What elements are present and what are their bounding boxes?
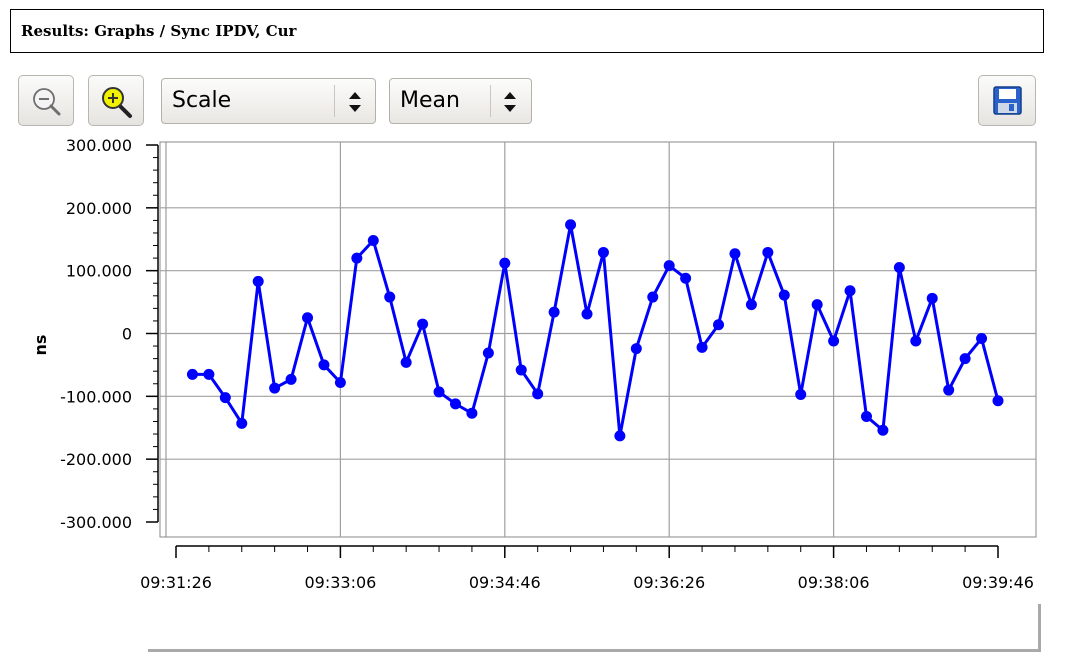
data-point <box>745 299 757 311</box>
data-point <box>597 246 609 258</box>
data-point <box>943 384 955 396</box>
y-tick-label: -200.000 <box>60 450 132 469</box>
statistic-select-value: Mean <box>400 88 460 113</box>
data-point <box>433 386 445 398</box>
save-button[interactable] <box>978 75 1036 126</box>
data-point <box>269 382 281 394</box>
y-tick-label: 200.000 <box>66 199 132 218</box>
data-point <box>186 368 198 380</box>
data-point <box>318 359 330 371</box>
zoom-out-icon <box>33 88 61 116</box>
data-point <box>910 335 922 347</box>
data-point <box>548 306 560 318</box>
data-point <box>482 347 494 359</box>
data-point <box>532 388 544 400</box>
x-tick-label: 09:38:06 <box>798 573 870 592</box>
data-point <box>696 341 708 353</box>
zoom-out-button[interactable] <box>18 75 74 126</box>
data-point <box>252 275 264 287</box>
page-title: Results: Graphs / Sync IPDV, Cur <box>21 22 297 40</box>
y-tick-label: 0 <box>122 325 132 344</box>
data-point <box>844 285 856 297</box>
data-point <box>400 356 412 368</box>
data-point <box>334 377 346 389</box>
data-point <box>778 289 790 301</box>
data-point <box>367 235 379 247</box>
data-point <box>860 410 872 422</box>
data-point <box>893 262 905 274</box>
data-point <box>384 291 396 303</box>
updown-arrows-icon <box>504 92 516 112</box>
scale-select[interactable]: Scale <box>161 78 376 124</box>
data-point <box>976 333 988 345</box>
data-point <box>515 364 527 376</box>
data-point <box>236 417 248 429</box>
data-point <box>614 430 626 442</box>
legend-frame <box>148 604 1041 652</box>
y-tick-label: -100.000 <box>60 387 132 406</box>
scale-select-value: Scale <box>172 88 232 113</box>
title-bar: Results: Graphs / Sync IPDV, Cur <box>10 9 1044 53</box>
sync-ipdv-line-chart: 300.000 200.000 100.000 0 -100.000 -200.000 -3… <box>31 136 1037 592</box>
data-point <box>795 388 807 400</box>
data-point <box>565 219 577 231</box>
data-point <box>203 368 215 380</box>
zoom-in-button[interactable] <box>88 75 144 126</box>
data-point <box>285 373 297 385</box>
data-point <box>877 424 889 436</box>
data-point <box>663 260 675 272</box>
data-point <box>219 392 231 404</box>
y-tick-label: -300.000 <box>60 513 132 532</box>
data-point <box>992 395 1004 407</box>
x-tick-label: 09:36:26 <box>633 573 705 592</box>
data-point <box>630 343 642 355</box>
statistic-select[interactable]: Mean <box>389 78 532 124</box>
data-point <box>959 353 971 365</box>
data-point <box>713 319 725 331</box>
data-point <box>762 246 774 258</box>
data-point <box>729 248 741 260</box>
data-point <box>647 291 659 303</box>
data-point <box>828 335 840 347</box>
y-tick-label: 100.000 <box>66 262 132 281</box>
data-point <box>926 292 938 304</box>
data-point <box>417 318 429 330</box>
data-point <box>811 299 823 311</box>
data-point <box>499 257 511 269</box>
data-point <box>466 407 478 419</box>
data-point <box>581 308 593 320</box>
x-tick-label: 09:31:26 <box>140 573 212 592</box>
data-point <box>302 312 314 324</box>
save-icon <box>993 86 1022 115</box>
plot-area <box>159 141 1037 538</box>
data-point <box>680 272 692 284</box>
x-tick-label: 09:34:46 <box>469 573 541 592</box>
x-tick-label: 09:33:06 <box>304 573 376 592</box>
updown-arrows-icon <box>349 92 361 112</box>
zoom-in-icon <box>102 87 132 118</box>
y-tick-label: 300.000 <box>66 136 132 155</box>
x-tick-label: 09:39:46 <box>962 573 1034 592</box>
data-point <box>351 252 363 264</box>
y-axis-label: ns <box>31 335 50 356</box>
data-point <box>449 398 461 410</box>
